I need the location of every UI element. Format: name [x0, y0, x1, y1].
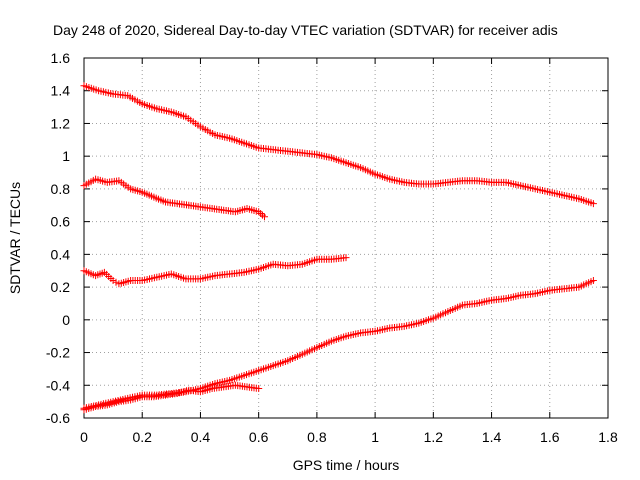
series-track-b [80, 175, 268, 221]
y-tick-label: 1.6 [51, 50, 71, 66]
axis-ticks [83, 57, 609, 419]
data-point [589, 277, 597, 284]
y-tick-label: 0.2 [51, 279, 71, 295]
x-tick-label: 1.8 [598, 429, 618, 445]
x-tick-label: 1 [371, 429, 379, 445]
y-tick-label: -0.4 [46, 377, 70, 393]
data-point [589, 200, 597, 208]
data-point [261, 213, 268, 221]
y-tick-label: -0.6 [46, 410, 70, 426]
series-track-c [80, 254, 350, 288]
x-tick-label: 1.6 [540, 429, 560, 445]
series-track-d [80, 277, 597, 412]
data-point [109, 277, 117, 284]
y-tick-label: 1.2 [51, 115, 71, 131]
x-axis-label: GPS time / hours [293, 457, 400, 473]
data-points [80, 82, 597, 414]
x-tick-label: 0.2 [132, 429, 152, 445]
data-point [342, 254, 350, 262]
data-point [255, 385, 263, 392]
y-tick-label: 0.6 [51, 214, 71, 230]
chart-title: Day 248 of 2020, Sidereal Day-to-day VTE… [53, 22, 558, 38]
y-tick-label: -0.2 [46, 345, 70, 361]
x-tick-label: 0 [80, 429, 88, 445]
series-track-a [80, 82, 597, 208]
grid [84, 58, 608, 418]
x-tick-label: 0.8 [307, 429, 327, 445]
y-axis-label: SDTVAR / TECUs [7, 182, 23, 294]
y-tick-labels: -0.6 -0.4 -0.2 0 0.2 0.4 0.6 0.8 1 1.2 1.4 1.6 [46, 50, 70, 426]
x-tick-label: 1.2 [424, 429, 444, 445]
y-tick-label: 1.4 [51, 83, 71, 99]
y-tick-label: 0.8 [51, 181, 71, 197]
x-tick-label: 0.6 [249, 429, 269, 445]
plot-frame [83, 57, 609, 419]
y-tick-label: 0 [62, 312, 70, 328]
x-tick-labels: 0 0.2 0.4 0.6 0.8 1 1.2 1.4 1.6 1.8 [80, 429, 618, 445]
x-tick-label: 0.4 [191, 429, 211, 445]
data-point [112, 278, 120, 286]
x-tick-label: 1.4 [482, 429, 502, 445]
y-tick-label: 1 [62, 148, 70, 164]
series-track-e [80, 381, 263, 414]
y-tick-label: 0.4 [51, 246, 71, 262]
